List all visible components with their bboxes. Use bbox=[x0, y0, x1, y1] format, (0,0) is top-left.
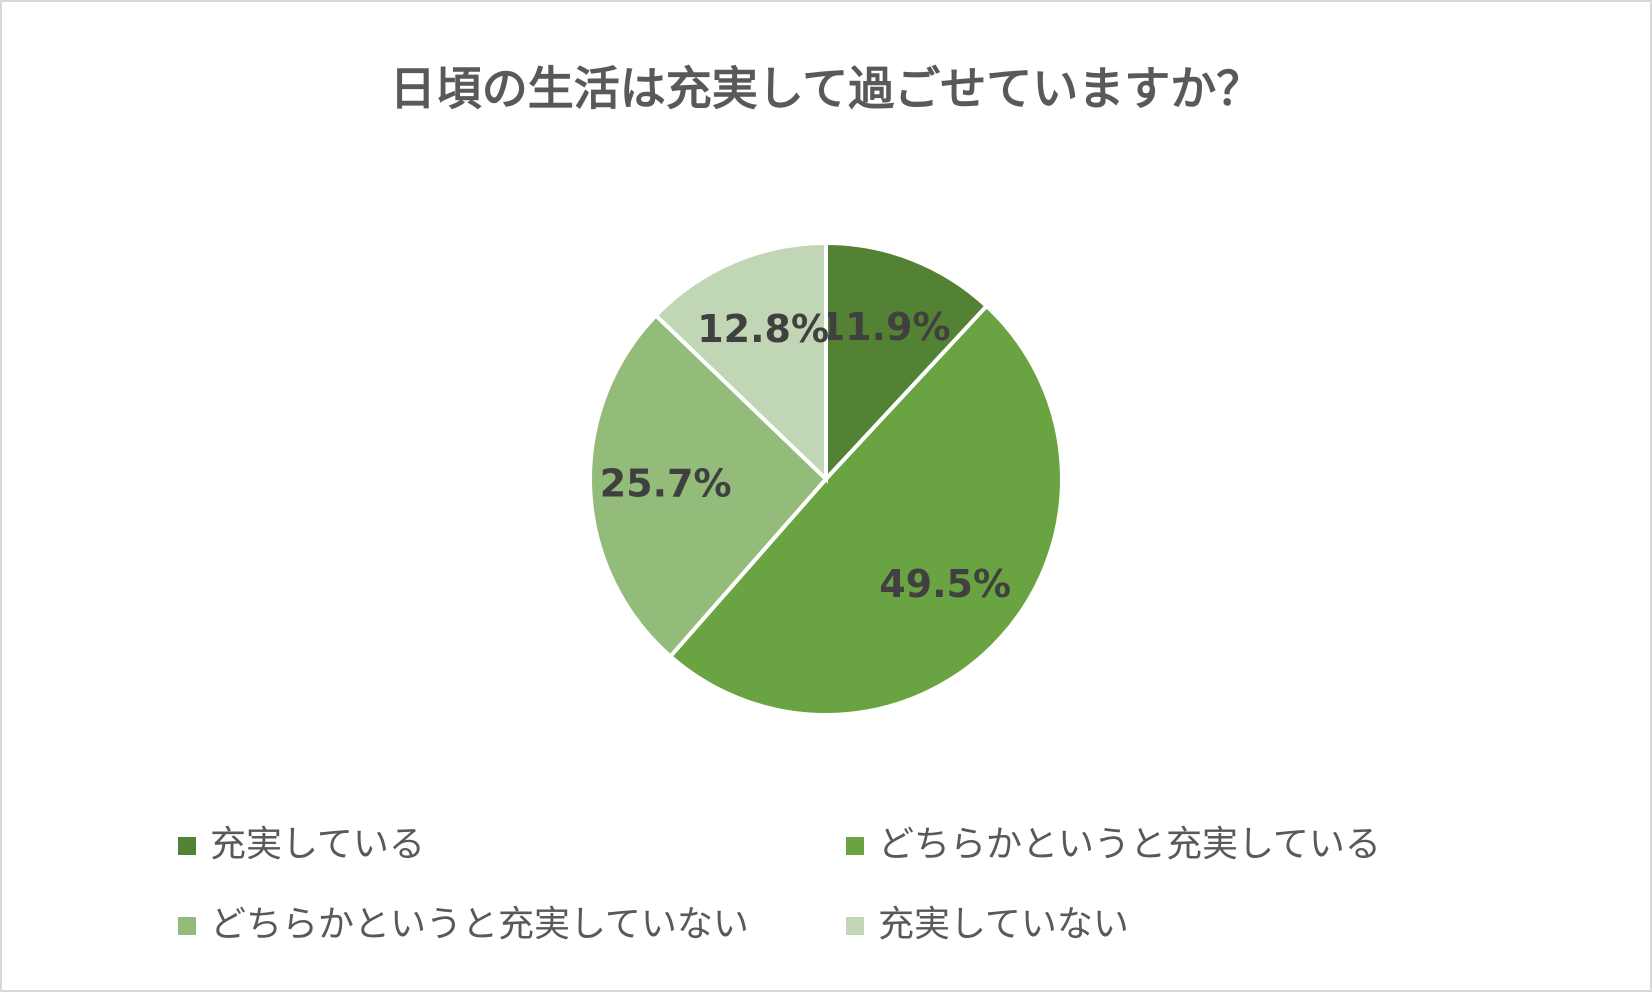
data-label: 11.9% bbox=[819, 305, 951, 349]
data-label: 12.8% bbox=[697, 307, 829, 351]
data-label: 49.5% bbox=[879, 562, 1011, 606]
legend-label: どちらかというと充実していない bbox=[210, 904, 749, 945]
pie-slice bbox=[824, 240, 990, 485]
pie-slice bbox=[667, 303, 1064, 717]
pie-slice bbox=[588, 312, 829, 660]
legend-marker bbox=[846, 837, 864, 855]
chart-title: 日頃の生活は充実して過ごせていますか？ bbox=[390, 62, 1263, 116]
legend-marker bbox=[178, 917, 196, 935]
legend-marker bbox=[178, 837, 196, 855]
legend-label: 充実している bbox=[210, 824, 425, 865]
legend-label: 充実していない bbox=[878, 904, 1129, 945]
legend-marker bbox=[846, 917, 864, 935]
legend-label: どちらかというと充実している bbox=[878, 824, 1381, 865]
pie-slice bbox=[653, 240, 828, 484]
data-label: 25.7% bbox=[600, 461, 732, 505]
